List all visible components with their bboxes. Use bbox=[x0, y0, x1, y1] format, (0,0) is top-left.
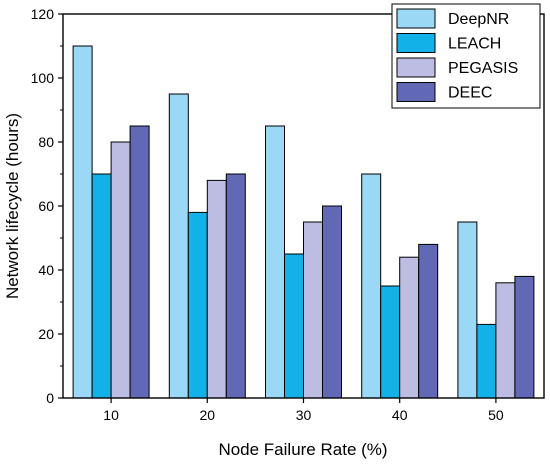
y-axis-title: Network lifecycle (hours) bbox=[3, 113, 22, 299]
bar-deepnr-40 bbox=[361, 173, 382, 399]
x-tick-label: 40 bbox=[392, 407, 408, 423]
bar-deec-40 bbox=[418, 243, 439, 399]
y-axis: 0 20 40 60 80 100 120 bbox=[31, 6, 63, 406]
x-tick-label: 30 bbox=[296, 407, 312, 423]
bar-leach-30 bbox=[284, 253, 304, 399]
bar-deec-50 bbox=[514, 275, 535, 399]
bar-pegasis-30 bbox=[303, 221, 323, 399]
bar-deec-10 bbox=[129, 125, 150, 399]
x-tick-label: 20 bbox=[200, 407, 216, 423]
legend-swatch-leach bbox=[396, 33, 436, 53]
bar-deec-30 bbox=[322, 205, 342, 399]
bars-group bbox=[72, 45, 535, 399]
y-tick-label: 120 bbox=[31, 6, 55, 22]
bar-leach-10 bbox=[91, 173, 112, 399]
bar-deepnr-30 bbox=[265, 125, 285, 399]
legend-label-pegasis: PEGASIS bbox=[448, 60, 518, 77]
bar-leach-20 bbox=[187, 211, 208, 399]
bar-leach-40 bbox=[380, 285, 401, 399]
y-tick-label: 0 bbox=[46, 390, 54, 406]
y-tick-label: 80 bbox=[38, 134, 54, 150]
y-tick-label: 40 bbox=[38, 262, 54, 278]
legend-label-leach: LEACH bbox=[448, 36, 501, 53]
legend-swatch-deepnr bbox=[396, 8, 436, 29]
legend-swatch-deec bbox=[396, 82, 436, 102]
legend-swatch-pegasis bbox=[396, 57, 436, 78]
bar-deec-20 bbox=[225, 173, 246, 399]
y-tick-label: 100 bbox=[31, 70, 55, 86]
legend: DeepNR LEACH PEGASIS DEEC bbox=[391, 3, 541, 109]
bar-deepnr-20 bbox=[168, 93, 189, 399]
bar-pegasis-20 bbox=[206, 179, 227, 399]
bar-pegasis-50 bbox=[495, 282, 516, 399]
bar-pegasis-10 bbox=[110, 141, 131, 399]
legend-label-deec: DEEC bbox=[448, 85, 492, 102]
bar-pegasis-40 bbox=[399, 256, 420, 399]
x-axis: 10 20 30 40 50 bbox=[103, 398, 504, 423]
bar-deepnr-10 bbox=[72, 45, 93, 399]
x-tick-label: 10 bbox=[103, 407, 119, 423]
legend-label-deepnr: DeepNR bbox=[448, 11, 509, 28]
x-axis-title: Node Failure Rate (%) bbox=[218, 440, 387, 459]
bar-leach-50 bbox=[476, 323, 497, 399]
y-tick-label: 20 bbox=[38, 326, 54, 342]
bar-deepnr-50 bbox=[457, 221, 478, 399]
y-tick-label: 60 bbox=[38, 198, 54, 214]
x-tick-label: 50 bbox=[488, 407, 504, 423]
